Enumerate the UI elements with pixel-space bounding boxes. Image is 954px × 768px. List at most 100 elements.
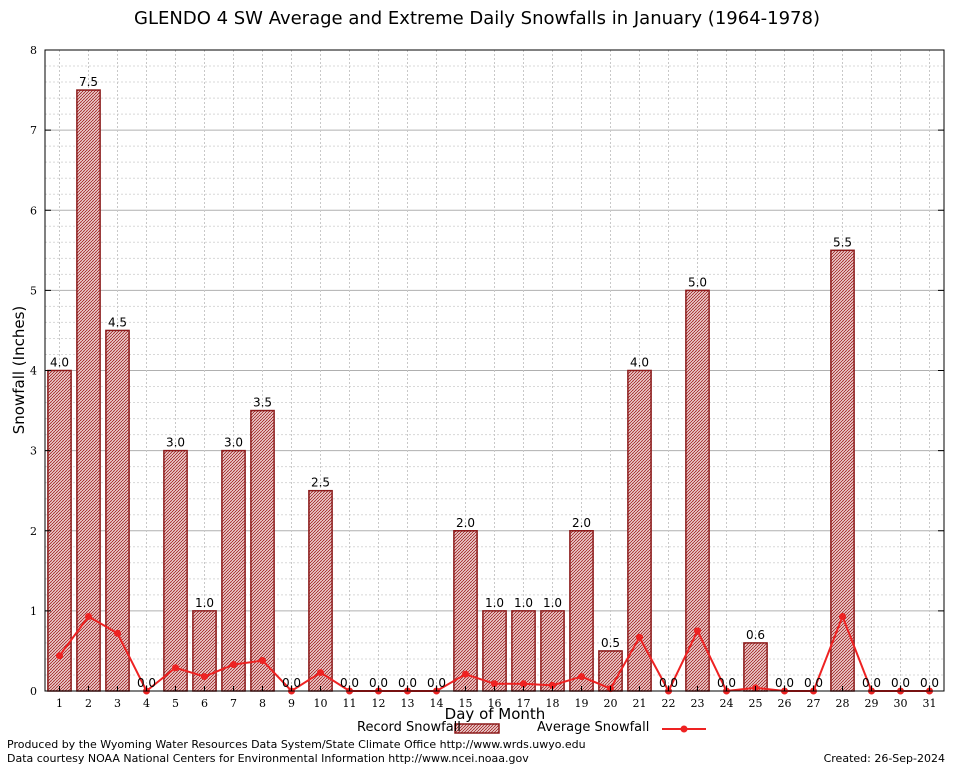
average-point [839, 612, 846, 620]
x-tick-label: 12 [372, 697, 386, 710]
x-tick-label: 29 [865, 697, 879, 710]
average-point [259, 657, 266, 665]
bar-value-label: 4.0 [50, 356, 69, 370]
record-bar [627, 369, 652, 692]
bar-value-label: 0.6 [746, 628, 765, 642]
x-tick-label: 13 [401, 697, 415, 710]
bar-value-label: 0.0 [398, 676, 417, 690]
x-tick-label: 17 [517, 697, 531, 710]
record-bar [511, 610, 536, 692]
chart-title: GLENDO 4 SW Average and Extreme Daily Sn… [134, 8, 820, 29]
x-tick-label: 5 [172, 697, 179, 710]
bar-value-label: 0.0 [717, 676, 736, 690]
y-tick-label: 2 [30, 525, 37, 538]
x-tick-label: 23 [691, 697, 705, 710]
record-bar [163, 449, 188, 692]
bar-value-label: 1.0 [195, 596, 214, 610]
legend-record-swatch [454, 723, 500, 734]
x-tick-label: 9 [288, 697, 295, 710]
bar-value-label: 0.0 [340, 676, 359, 690]
x-tick-label: 4 [143, 697, 150, 710]
bar-value-label: 4.0 [630, 356, 649, 370]
y-axis-label: Snowfall (Inches) [10, 305, 28, 435]
y-tick-label: 5 [30, 284, 37, 297]
bar-value-label: 7.5 [79, 75, 98, 89]
bar-value-label: 0.0 [804, 676, 823, 690]
x-tick-label: 1 [56, 697, 63, 710]
average-point [462, 670, 469, 678]
y-tick-label: 0 [30, 685, 37, 698]
bar-value-label: 0.0 [282, 676, 301, 690]
x-tick-label: 31 [923, 697, 937, 710]
average-point [172, 664, 179, 672]
record-bar [250, 409, 275, 692]
legend-record-label: Record Snowfall [357, 720, 461, 735]
bar-value-label: 5.0 [688, 275, 707, 289]
record-bar [540, 610, 565, 692]
bar-value-label: 2.5 [311, 476, 330, 490]
x-tick-label: 11 [343, 697, 357, 710]
average-point [114, 629, 121, 637]
average-point [230, 661, 237, 669]
bar-value-label: 0.0 [137, 676, 156, 690]
x-tick-label: 27 [807, 697, 821, 710]
record-bar [743, 642, 768, 692]
x-tick-label: 22 [662, 697, 676, 710]
bar-value-label: 5.5 [833, 235, 852, 249]
x-tick-label: 30 [894, 697, 908, 710]
average-point [520, 680, 527, 688]
y-tick-label: 4 [30, 365, 37, 378]
x-tick-label: 28 [836, 697, 850, 710]
bar-value-label: 3.5 [253, 396, 272, 410]
record-bar [76, 89, 101, 692]
bar-value-label: 0.0 [659, 676, 678, 690]
y-tick-label: 8 [30, 44, 37, 57]
record-bar [105, 329, 130, 692]
average-point [56, 652, 63, 660]
data-label-group: 4.0 7.5 4.5 0.0 3.0 1.0 3.0 3.5 0.0 2.5 0.0 0.0 0.0 0… [50, 75, 939, 690]
x-tick-label: 2 [85, 697, 92, 710]
average-point [201, 673, 208, 681]
x-tick-label: 20 [604, 697, 618, 710]
bar-value-label: 3.0 [224, 436, 243, 450]
record-bar [47, 369, 72, 692]
average-point [578, 673, 585, 681]
y-tick-label: 6 [30, 204, 37, 217]
footer-produced: Produced by the Wyoming Water Resources … [7, 738, 586, 751]
y-tick-label: 3 [30, 445, 37, 458]
average-point [85, 612, 92, 620]
x-tick-label: 14 [430, 697, 444, 710]
x-tick-label: 7 [230, 697, 237, 710]
legend-markers [454, 723, 706, 734]
bar-value-label: 1.0 [485, 596, 504, 610]
x-tick-label: 3 [114, 697, 121, 710]
record-bar [453, 530, 478, 692]
x-tick-label: 26 [778, 697, 792, 710]
footer-courtesy: Data courtesy NOAA National Centers for … [7, 752, 529, 765]
y-tick-label: 1 [30, 605, 37, 618]
bar-value-label: 2.0 [572, 516, 591, 530]
average-point [636, 633, 643, 641]
average-point [317, 669, 324, 677]
legend-average-marker [680, 725, 688, 733]
record-bar [482, 610, 507, 692]
bar-group [47, 89, 855, 692]
x-tick-label: 18 [546, 697, 560, 710]
bar-value-label: 1.0 [543, 596, 562, 610]
average-point [549, 681, 556, 689]
bar-value-label: 3.0 [166, 436, 185, 450]
average-point [694, 627, 701, 635]
record-bar [308, 489, 333, 692]
x-tick-label: 24 [720, 697, 734, 710]
record-bar [221, 449, 246, 692]
record-bar [830, 249, 855, 692]
x-axis-label: Day of Month [444, 705, 546, 723]
x-tick-label: 10 [314, 697, 328, 710]
bar-value-label: 0.0 [920, 676, 939, 690]
bar-value-label: 0.0 [369, 676, 388, 690]
bar-value-label: 0.0 [891, 676, 910, 690]
y-tick-label: 7 [30, 124, 37, 137]
x-tick-label: 16 [488, 697, 502, 710]
